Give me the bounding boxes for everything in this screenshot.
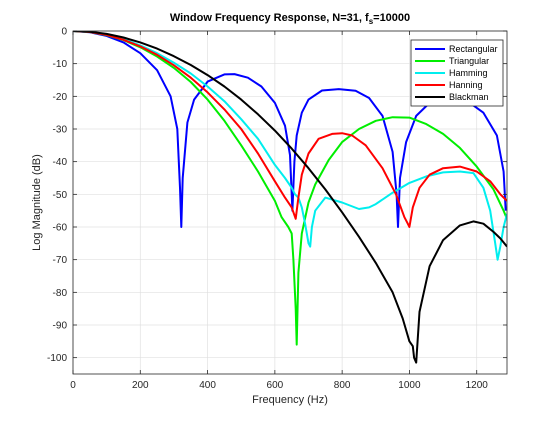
legend-label-rectangular: Rectangular [449, 44, 498, 54]
y-axis-label: Log Magnitude (dB) [31, 154, 43, 251]
legend-label-blackman: Blackman [449, 92, 489, 102]
plot-frame [72, 30, 508, 375]
series-group [73, 31, 507, 364]
x-tick-label: 400 [199, 380, 216, 391]
y-tick-label: -70 [53, 255, 68, 266]
chart-title: Window Frequency Response, N=31, fs=1000… [170, 12, 410, 26]
series-line-hanning [73, 31, 507, 228]
x-tick-label: 1000 [398, 380, 421, 391]
y-tick-label: -20 [53, 92, 68, 103]
x-tick-label: 600 [267, 380, 284, 391]
y-tick-label: -40 [53, 157, 68, 168]
legend-label-hamming: Hamming [449, 68, 488, 78]
ticks: 0 200 400 600 800 1000 1200 0 -10 -20 -30 -40 -50 -60… [47, 27, 507, 391]
x-tick-label: 200 [132, 380, 149, 391]
legend: Rectangular Triangular Hamming Hanning Black… [410, 39, 504, 107]
y-tick-label: -30 [53, 125, 68, 136]
y-tick-label: -100 [47, 353, 67, 364]
legend-label-hanning: Hanning [449, 80, 483, 90]
y-tick-label: -60 [53, 223, 68, 234]
x-axis-label: Frequency (Hz) [252, 394, 328, 406]
y-tick-label: 0 [61, 27, 67, 38]
series-line-blackman [73, 31, 507, 364]
y-tick-label: -50 [53, 190, 68, 201]
y-tick-label: -80 [53, 288, 68, 299]
grid [72, 30, 507, 374]
x-tick-label: 1200 [466, 380, 489, 391]
y-tick-label: -90 [53, 321, 68, 332]
y-tick-label: -10 [53, 59, 68, 70]
series-line-hamming [73, 31, 507, 261]
x-tick-label: 0 [70, 380, 76, 391]
legend-label-triangular: Triangular [449, 56, 489, 66]
series-line-triangular [73, 31, 507, 346]
x-tick-label: 800 [334, 380, 351, 391]
